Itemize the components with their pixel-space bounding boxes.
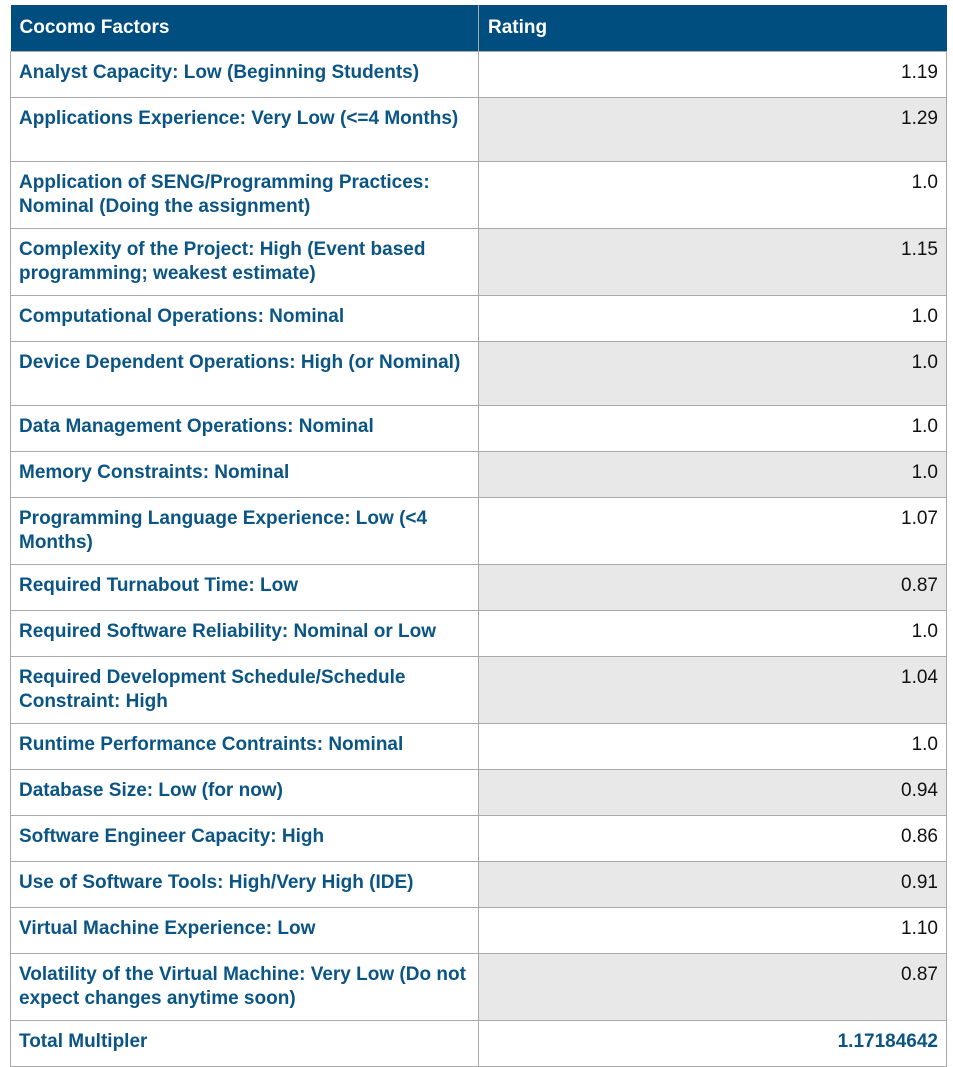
factor-cell: Device Dependent Operations: High (or No… <box>10 341 479 406</box>
table-row: Software Engineer Capacity: High 0.86 <box>10 815 947 862</box>
rating-cell: 0.87 <box>478 953 947 1021</box>
rating-cell: 1.04 <box>478 656 947 724</box>
factor-cell: Applications Experience: Very Low (<=4 M… <box>10 97 479 162</box>
factor-cell: Required Software Reliability: Nominal o… <box>10 610 479 657</box>
factor-cell: Application of SENG/Programming Practice… <box>10 161 479 229</box>
rating-cell: 0.87 <box>478 564 947 611</box>
factor-cell: Use of Software Tools: High/Very High (I… <box>10 861 479 908</box>
factor-cell: Complexity of the Project: High (Event b… <box>10 228 479 296</box>
table-row: Data Management Operations: Nominal 1.0 <box>10 405 947 452</box>
rating-cell: 1.29 <box>478 97 947 162</box>
table-row: Required Turnabout Time: Low 0.87 <box>10 564 947 611</box>
table-row: Virtual Machine Experience: Low 1.10 <box>10 907 947 954</box>
rating-cell: 0.91 <box>478 861 947 908</box>
table-row: Required Software Reliability: Nominal o… <box>10 610 947 657</box>
factor-cell: Required Development Schedule/Schedule C… <box>10 656 479 724</box>
factor-cell: Computational Operations: Nominal <box>10 295 479 342</box>
table-row: Device Dependent Operations: High (or No… <box>10 341 947 406</box>
rating-cell: 1.15 <box>478 228 947 296</box>
factor-cell: Analyst Capacity: Low (Beginning Student… <box>10 51 479 98</box>
rating-cell: 1.0 <box>478 161 947 229</box>
factor-cell: Software Engineer Capacity: High <box>10 815 479 862</box>
total-value-cell: 1.17184642 <box>478 1020 947 1067</box>
rating-cell: 1.0 <box>478 295 947 342</box>
rating-cell: 1.0 <box>478 610 947 657</box>
table-row: Runtime Performance Contraints: Nominal … <box>10 723 947 770</box>
table-row: Application of SENG/Programming Practice… <box>10 161 947 229</box>
rating-cell: 1.19 <box>478 51 947 98</box>
factor-cell: Required Turnabout Time: Low <box>10 564 479 611</box>
factor-cell: Memory Constraints: Nominal <box>10 451 479 498</box>
table-row: Database Size: Low (for now) 0.94 <box>10 769 947 816</box>
table-row: Programming Language Experience: Low (<4… <box>10 497 947 565</box>
table-row: Complexity of the Project: High (Event b… <box>10 228 947 296</box>
factor-cell: Programming Language Experience: Low (<4… <box>10 497 479 565</box>
table-row: Required Development Schedule/Schedule C… <box>10 656 947 724</box>
column-header-rating: Rating <box>478 5 947 52</box>
rating-cell: 0.94 <box>478 769 947 816</box>
total-row: Total Multipler 1.17184642 <box>10 1020 947 1067</box>
table-header-row: Cocomo Factors Rating <box>10 5 947 52</box>
rating-cell: 1.10 <box>478 907 947 954</box>
table-row: Memory Constraints: Nominal 1.0 <box>10 451 947 498</box>
rating-cell: 0.86 <box>478 815 947 862</box>
cocomo-factors-table: Cocomo Factors Rating Analyst Capacity: … <box>10 5 947 1067</box>
rating-cell: 1.07 <box>478 497 947 565</box>
factor-cell: Virtual Machine Experience: Low <box>10 907 479 954</box>
factor-cell: Database Size: Low (for now) <box>10 769 479 816</box>
factor-cell: Data Management Operations: Nominal <box>10 405 479 452</box>
rating-cell: 1.0 <box>478 405 947 452</box>
table-row: Volatility of the Virtual Machine: Very … <box>10 953 947 1021</box>
rating-cell: 1.0 <box>478 451 947 498</box>
rating-cell: 1.0 <box>478 723 947 770</box>
table-row: Use of Software Tools: High/Very High (I… <box>10 861 947 908</box>
factor-cell: Runtime Performance Contraints: Nominal <box>10 723 479 770</box>
factor-cell: Volatility of the Virtual Machine: Very … <box>10 953 479 1021</box>
table-row: Analyst Capacity: Low (Beginning Student… <box>10 51 947 98</box>
rating-cell: 1.0 <box>478 341 947 406</box>
total-label-cell: Total Multipler <box>10 1020 479 1067</box>
cocomo-table-container: Cocomo Factors Rating Analyst Capacity: … <box>10 5 947 1067</box>
column-header-factors: Cocomo Factors <box>10 5 479 52</box>
table-row: Applications Experience: Very Low (<=4 M… <box>10 97 947 162</box>
table-row: Computational Operations: Nominal 1.0 <box>10 295 947 342</box>
